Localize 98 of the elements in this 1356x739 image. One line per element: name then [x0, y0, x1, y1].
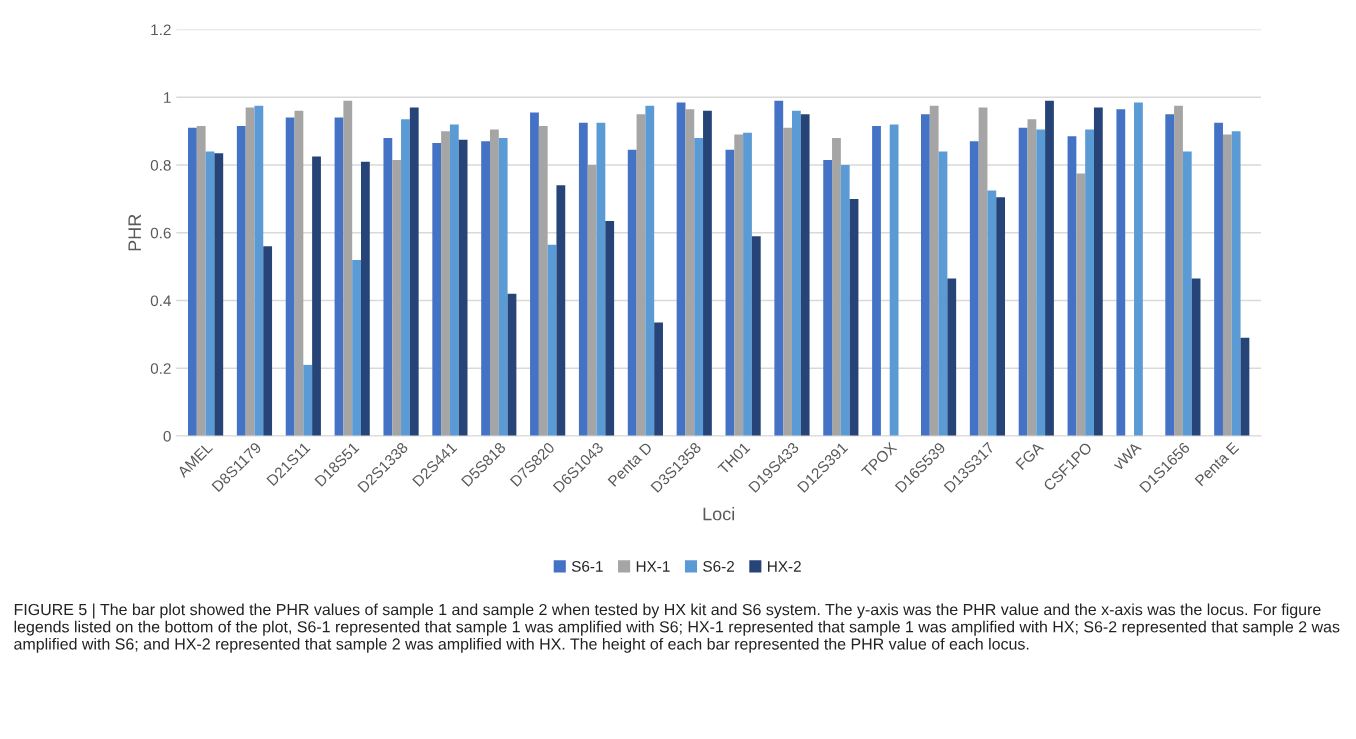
bar [263, 246, 273, 437]
bar [1191, 278, 1201, 437]
bar [929, 105, 939, 437]
bar [360, 161, 370, 437]
bar [1036, 129, 1046, 437]
bar [1165, 114, 1175, 437]
bar [392, 159, 402, 437]
bar [312, 156, 321, 437]
bar [1214, 122, 1223, 437]
legend-label: HX-1 [636, 561, 670, 572]
bar [481, 141, 490, 437]
bar [676, 102, 686, 437]
bar [654, 322, 663, 437]
y-tick-label: 0.6 [150, 227, 171, 239]
y-tick-label: 0 [163, 430, 171, 442]
bar [1076, 173, 1086, 437]
bar [947, 278, 957, 437]
bar [401, 119, 410, 437]
y-axis-title: PHR [128, 214, 141, 251]
bar [1134, 102, 1143, 437]
y-tick-label: 0.2 [150, 363, 171, 374]
bar [800, 114, 810, 437]
legend-label: S6-2 [703, 561, 734, 572]
bar [1240, 337, 1250, 437]
bar [343, 100, 353, 437]
bar [774, 100, 784, 437]
bar [441, 131, 450, 437]
bar [578, 122, 588, 437]
bar [1027, 119, 1037, 437]
bar [432, 143, 442, 437]
bar [627, 149, 637, 437]
bar [596, 122, 606, 437]
bar [294, 110, 304, 437]
bar [556, 185, 566, 437]
bar [1174, 105, 1183, 437]
bar [1018, 127, 1028, 437]
bar [645, 105, 655, 437]
bar [832, 137, 841, 437]
bar [352, 259, 361, 437]
bar [285, 117, 295, 437]
bar [1231, 131, 1241, 437]
bar [587, 165, 597, 437]
bar [489, 129, 499, 437]
bar [1093, 107, 1103, 437]
bar [751, 236, 761, 437]
bar [685, 109, 695, 437]
bar [196, 126, 206, 437]
bar [409, 107, 419, 437]
legend-label: HX-2 [768, 561, 801, 572]
bar [920, 114, 930, 437]
legend-label: S6-1 [571, 561, 603, 572]
bar [743, 132, 752, 437]
y-tick-label: 1.2 [151, 24, 171, 36]
bar [188, 127, 197, 437]
y-tick-label: 1 [164, 92, 171, 103]
bar [303, 364, 313, 437]
bar [458, 139, 468, 437]
bar [996, 197, 1006, 437]
bar [1085, 129, 1094, 437]
bar [334, 117, 344, 437]
bar [791, 110, 801, 437]
bar [507, 293, 517, 437]
bar [1067, 136, 1077, 437]
bar [236, 126, 246, 437]
bar [530, 112, 539, 437]
bar [840, 165, 850, 437]
caption: FIGURE 5 | The bar plot showed the PHR values of sample 1 and sample 2 when tested by HX kit and S6 system. The y-axis was the PHR value and the x-axis was the locus. For figure legends listed on the bottom of the plot, S6-1 represented that sample 1 was amplified with S6; HX-1 represented that sample 1 was amplified with HX; S6-2 represented that sample 2 was amplified with S6; and HX-2 represented that sample 2 was amplified with HX. The height of each bar represented the PHR value of each locus. [14, 603, 1340, 653]
y-tick-label: 0.8 [150, 159, 171, 171]
bar [214, 153, 224, 437]
bar [538, 126, 548, 437]
bar [889, 124, 899, 437]
bar [823, 159, 833, 437]
bar [849, 198, 859, 437]
bar [1116, 109, 1126, 437]
bar [1045, 100, 1054, 437]
bar [1182, 151, 1192, 437]
bar [725, 149, 735, 437]
bar [978, 107, 988, 437]
bar [547, 244, 557, 437]
bar [205, 151, 215, 437]
bar [783, 127, 792, 437]
x-axis-title: Loci [703, 507, 735, 521]
bar [1222, 134, 1232, 437]
bar [449, 124, 459, 437]
bar [872, 126, 881, 437]
bar [605, 220, 615, 437]
bar [245, 107, 255, 437]
y-tick-label: 0.4 [150, 295, 171, 307]
bar [969, 141, 979, 437]
bar [636, 114, 646, 437]
bar [987, 190, 997, 437]
bar [734, 134, 744, 437]
bar [938, 151, 948, 437]
bar [703, 110, 712, 437]
bar [694, 137, 704, 437]
bar [498, 137, 508, 437]
bar [254, 105, 264, 437]
bar [383, 137, 393, 437]
